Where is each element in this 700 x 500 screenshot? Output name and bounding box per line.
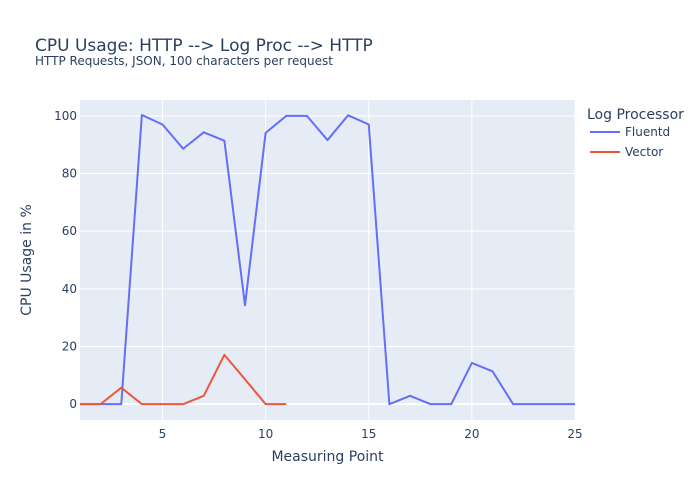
legend-title: Log Processor (587, 107, 684, 123)
chart-title: CPU Usage: HTTP --> Log Proc --> HTTP (35, 36, 373, 56)
y-tick-label: 0 (69, 397, 77, 411)
chart-subtitle: HTTP Requests, JSON, 100 characters per … (35, 54, 333, 68)
y-tick-label: 100 (54, 109, 77, 123)
series-line-fluentd (80, 113, 575, 406)
legend-entry: Vector (625, 145, 663, 159)
legend-entry: Fluentd (625, 125, 670, 139)
x-tick-label: 25 (567, 427, 582, 441)
y-tick-label: 40 (62, 282, 77, 296)
plot-background (80, 100, 575, 420)
x-tick-label: 20 (464, 427, 479, 441)
y-tick-label: 60 (62, 224, 77, 238)
x-tick-label: 15 (361, 427, 376, 441)
x-axis-label: Measuring Point (271, 449, 384, 465)
series-line-vector (80, 353, 287, 406)
x-tick-label: 5 (159, 427, 167, 441)
x-tick-label: 10 (258, 427, 273, 441)
y-tick-label: 80 (62, 167, 77, 181)
legend: Log Processor Fluentd Vector (587, 107, 684, 159)
series-layer (80, 113, 575, 406)
tick-labels: 5 10 15 20 25 0 20 40 60 80 100 (54, 109, 583, 441)
y-axis-label: CPU Usage in % (19, 204, 35, 316)
y-tick-label: 20 (62, 339, 77, 353)
